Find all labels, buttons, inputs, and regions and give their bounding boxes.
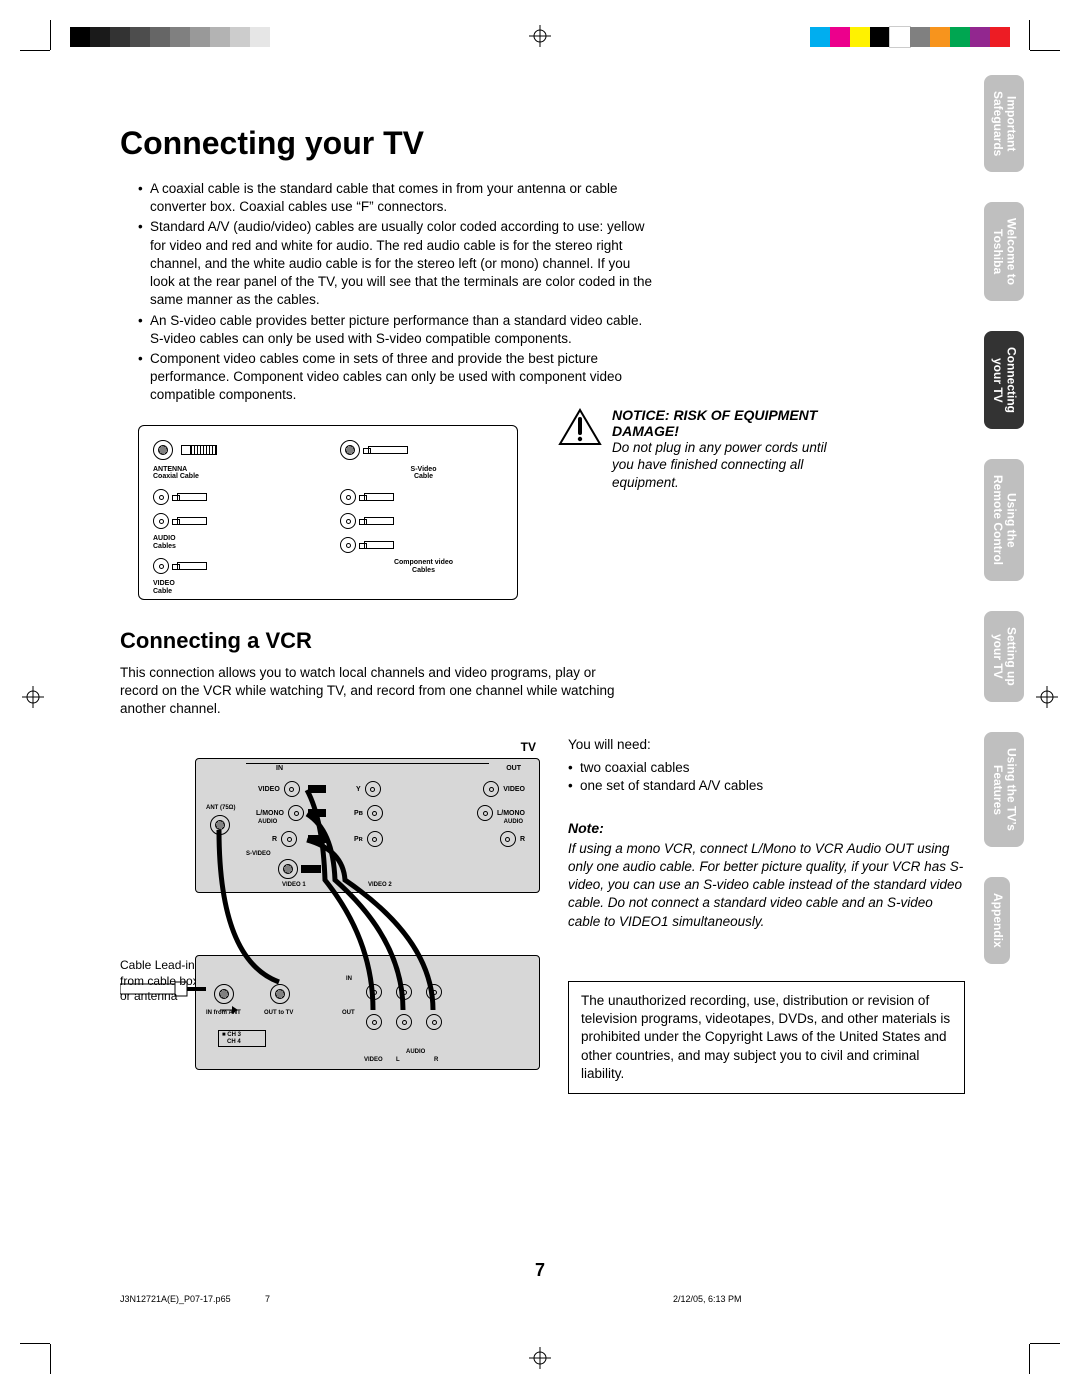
registration-mark-icon	[529, 1347, 551, 1369]
page-number: 7	[535, 1260, 545, 1281]
section-tab: ImportantSafeguards	[984, 75, 1024, 172]
panel-label: ANT (75Ω)	[206, 805, 235, 811]
section-tab: Using the TV’sFeatures	[984, 732, 1024, 847]
panel-label: AUDIO	[504, 819, 523, 825]
intro-bullet: A coaxial cable is the standard cable th…	[138, 180, 658, 216]
color-bar	[810, 27, 1010, 47]
note-heading: Note:	[568, 819, 965, 838]
panel-label: Y	[356, 786, 361, 793]
registration-mark-icon	[22, 686, 44, 708]
panel-label: VIDEO 1	[282, 882, 306, 888]
need-heading: You will need:	[568, 736, 965, 754]
section-tab: Welcome toToshiba	[984, 202, 1024, 301]
panel-label: CH 4	[227, 1039, 241, 1045]
panel-label: S-VIDEO	[246, 851, 271, 857]
note-body: If using a mono VCR, connect L/Mono to V…	[568, 840, 965, 931]
legal-notice: The unauthorized recording, use, distrib…	[568, 981, 965, 1094]
cable-overlay	[196, 759, 539, 892]
diagram-label: Component video Cables	[340, 559, 507, 574]
warning-triangle-icon	[558, 407, 602, 447]
panel-label: OUT	[342, 1010, 355, 1016]
panel-label: Pʙ	[354, 810, 363, 817]
page-title: Connecting your TV	[120, 125, 965, 162]
diagram-label: ANTENNA Coaxial Cable	[153, 466, 320, 481]
panel-label: R	[272, 836, 277, 843]
panel-label: L/MONO	[256, 810, 284, 817]
panel-label: IN	[346, 976, 352, 982]
need-item: two coaxial cables	[568, 759, 965, 777]
panel-label: VIDEO	[364, 1057, 383, 1063]
section-tab: Using theRemote Control	[984, 459, 1024, 581]
intro-bullet: Component video cables come in sets of t…	[138, 350, 658, 405]
section-tab: Setting upyour TV	[984, 611, 1024, 702]
page-content: Connecting your TV A coaxial cable is th…	[55, 75, 1025, 1319]
section-tabs: ImportantSafeguardsWelcome toToshibaConn…	[984, 75, 1020, 994]
panel-label: OUT	[506, 765, 521, 772]
warning-body: Do not plug in any power cords until you…	[612, 439, 838, 492]
panel-label: R	[520, 836, 525, 843]
panel-label: VIDEO	[503, 786, 525, 793]
panel-label: Pʀ	[354, 836, 363, 843]
need-item: one set of standard A/V cables	[568, 777, 965, 795]
intro-bullet: An S-video cable provides better picture…	[138, 312, 658, 348]
diagram-label: TV	[120, 740, 536, 754]
footer-file: J3N12721A(E)_P07-17.p65	[120, 1294, 231, 1304]
panel-label: AUDIO	[406, 1049, 425, 1055]
tv-vcr-diagram: TV IN OUT ANT (75Ω) VIDEO L/MONO AUDIO R…	[120, 740, 540, 1070]
cable-types-diagram: ANTENNA Coaxial Cable AUDIO Cables VIDEO…	[138, 425, 518, 600]
panel-label: VIDEO 2	[368, 882, 392, 888]
footer-page: 7	[265, 1294, 270, 1304]
warning-title: NOTICE: RISK OF EQUIPMENT DAMAGE!	[612, 407, 838, 439]
panel-label: VIDEO	[258, 786, 280, 793]
panel-label: R	[434, 1057, 438, 1063]
registration-mark-icon	[1036, 686, 1058, 708]
panel-label: L/MONO	[497, 810, 525, 817]
diagram-label: AUDIO Cables	[153, 535, 320, 550]
footer-datetime: 2/12/05, 6:13 PM	[673, 1294, 742, 1304]
registration-mark-icon	[529, 25, 551, 47]
diagram-label: S-Video Cable	[340, 466, 507, 481]
tv-back-panel: IN OUT ANT (75Ω) VIDEO L/MONO AUDIO R S-…	[195, 758, 540, 893]
grayscale-bar	[70, 27, 270, 47]
intro-bullets: A coaxial cable is the standard cable th…	[138, 180, 658, 405]
intro-bullet: Standard A/V (audio/video) cables are us…	[138, 218, 658, 309]
section-tab: Connectingyour TV	[984, 331, 1024, 429]
panel-label: AUDIO	[258, 819, 277, 825]
section-heading: Connecting a VCR	[120, 628, 965, 654]
panel-label: CH 3	[227, 1032, 241, 1038]
diagram-label: VIDEO Cable	[153, 580, 320, 595]
need-list: two coaxial cablesone set of standard A/…	[568, 759, 965, 795]
section-intro: This connection allows you to watch loca…	[120, 664, 630, 719]
section-tab: Appendix	[984, 877, 1010, 964]
panel-label: IN	[276, 765, 283, 772]
panel-label: OUT to TV	[264, 1010, 293, 1016]
arrow-icon	[120, 1000, 240, 1020]
vcr-back-panel: IN from ANT OUT to TV ■ CH 3 CH 4 IN OUT	[195, 955, 540, 1070]
panel-label: L	[396, 1057, 400, 1063]
